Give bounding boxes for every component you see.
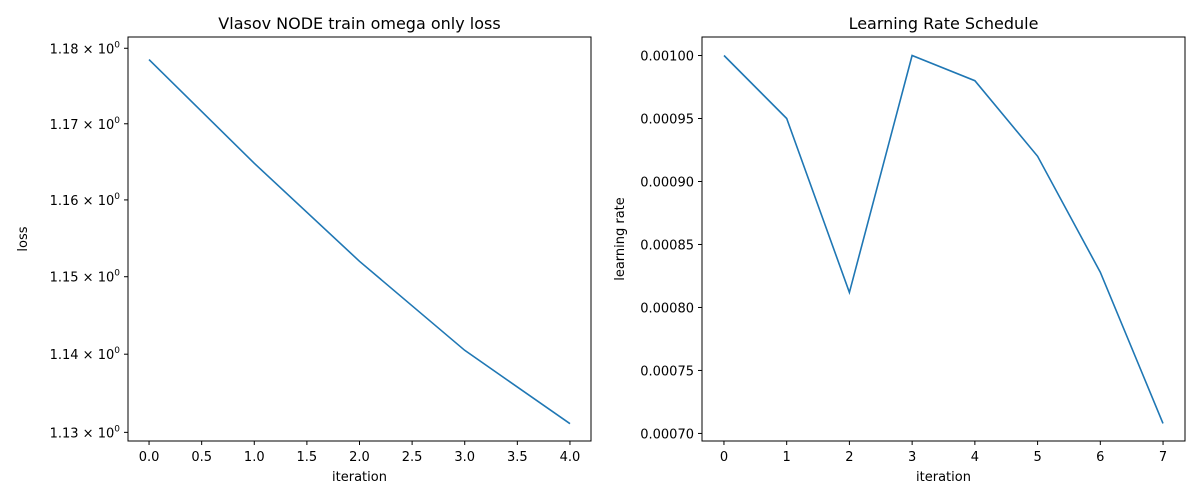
x-tick-label: 0.5 <box>191 450 212 465</box>
x-tick-label: 3 <box>908 450 916 465</box>
x-tick-label: 1 <box>783 450 791 465</box>
y-axis-label: learning rate <box>613 197 628 281</box>
x-tick-label: 5 <box>1033 450 1041 465</box>
y-tick-label: 0.00090 <box>640 175 694 190</box>
y-tick-label: 1.13 × 100 <box>50 424 121 441</box>
y-tick-label: 0.00070 <box>640 427 694 442</box>
y-tick-label: 1.14 × 100 <box>50 346 121 363</box>
y-axis-label: loss <box>16 226 31 251</box>
y-tick-label: 0.00095 <box>640 113 694 128</box>
y-tick-label: 0.00085 <box>640 238 694 253</box>
x-tick-label: 2.5 <box>402 450 423 465</box>
plot-frame <box>127 36 592 442</box>
y-tick-label: 0.00080 <box>640 301 694 316</box>
y-tick-label: 0.00075 <box>640 364 694 379</box>
y-tick-label: 1.15 × 100 <box>50 269 121 286</box>
x-tick-label: 4 <box>971 450 979 465</box>
plot-frame <box>701 36 1186 442</box>
y-tick-label: 1.18 × 100 <box>50 40 121 57</box>
chart-title: Vlasov NODE train omega only loss <box>218 14 500 33</box>
x-tick-label: 6 <box>1096 450 1104 465</box>
y-tick-label: 1.16 × 100 <box>50 192 121 209</box>
x-tick-label: 4.0 <box>560 450 581 465</box>
learning-rate-chart: Learning Rate Schedule 0 1 2 3 4 5 6 7 0.00070 0.0… <box>613 14 1186 485</box>
x-tick-label: 2.0 <box>349 450 370 465</box>
x-tick-label: 1.0 <box>244 450 265 465</box>
x-tick-label: 7 <box>1159 450 1167 465</box>
loss-chart: Vlasov NODE train omega only loss 0.0 0.5 1… <box>16 14 592 485</box>
y-tick-label: 0.00100 <box>640 50 694 65</box>
x-tick-label: 1.5 <box>297 450 318 465</box>
x-tick-label: 0 <box>720 450 728 465</box>
x-axis-label: iteration <box>916 470 971 485</box>
x-tick-label: 2 <box>845 450 853 465</box>
chart-title: Learning Rate Schedule <box>849 14 1039 33</box>
series-line <box>723 54 1164 424</box>
series-line <box>148 59 571 425</box>
x-tick-label: 3.0 <box>454 450 475 465</box>
x-axis-label: iteration <box>332 470 387 485</box>
x-tick-label: 3.5 <box>507 450 528 465</box>
x-tick-label: 0.0 <box>139 450 160 465</box>
y-tick-label: 1.17 × 100 <box>50 116 121 133</box>
